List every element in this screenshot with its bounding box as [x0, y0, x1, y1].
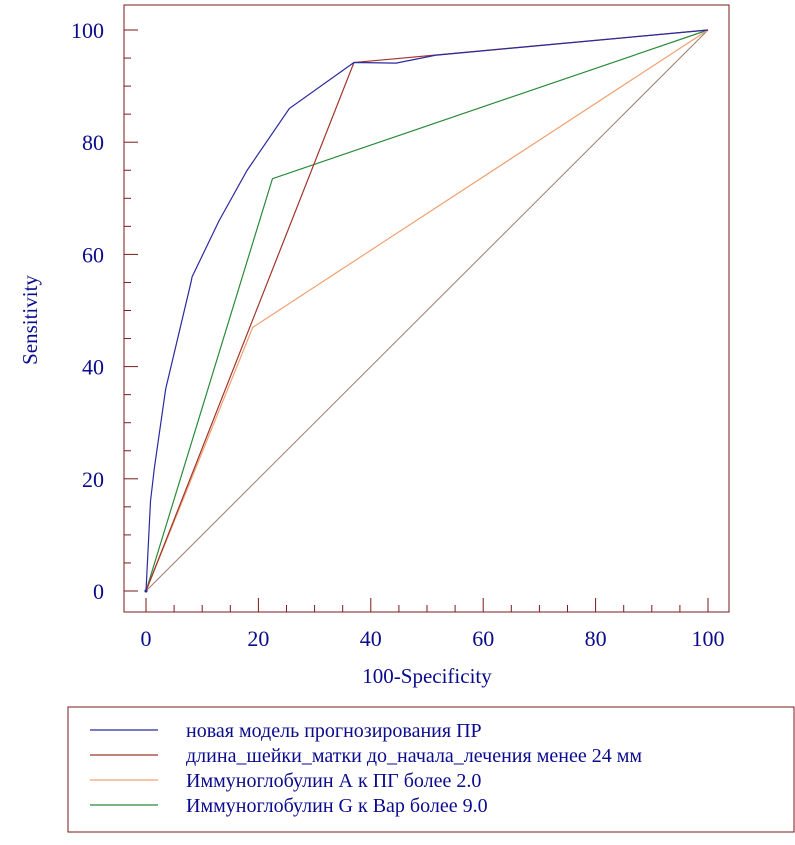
- y-tick-label: 20: [82, 467, 104, 492]
- y-tick-label: 60: [82, 242, 104, 267]
- legend-label: новая модель прогнозирования ПР: [186, 720, 482, 742]
- y-tick-label: 80: [82, 130, 104, 155]
- legend-label: Иммуноглобулин А к ПГ более 2.0: [186, 770, 481, 792]
- x-tick-label: 40: [360, 626, 382, 651]
- x-axis-ticks: 0 20 40 60 80 100: [141, 598, 725, 651]
- x-tick-label: 80: [585, 626, 607, 651]
- series-point: [144, 589, 148, 593]
- x-tick-label: 20: [247, 626, 269, 651]
- legend-box: [67, 706, 795, 833]
- reference-diagonal: [145, 29, 709, 592]
- y-axis-ticks: 0 20 40 60 80 100: [71, 18, 138, 604]
- x-tick-label: 60: [472, 626, 494, 651]
- series-line: [145, 29, 709, 592]
- x-tick-label: 0: [141, 626, 152, 651]
- series-line: [145, 29, 709, 592]
- y-axis-title: Sensitivity: [18, 275, 42, 365]
- x-axis-title: 100-Specificity: [362, 664, 492, 688]
- y-tick-label: 40: [82, 355, 104, 380]
- legend-label: длина_шейки_матки до_начала_лечения мене…: [186, 745, 642, 767]
- y-tick-label: 100: [71, 18, 104, 43]
- legend: новая модель прогнозирования ПР длина_шей…: [90, 720, 642, 817]
- x-tick-label: 100: [692, 626, 725, 651]
- series-line: [145, 29, 709, 592]
- plot-frame: [123, 4, 730, 613]
- series-lines: [144, 29, 709, 593]
- legend-label: Иммуноглобулин G к Вар более 9.0: [186, 795, 488, 817]
- reference-line: [145, 29, 709, 592]
- y-tick-label: 0: [93, 579, 104, 604]
